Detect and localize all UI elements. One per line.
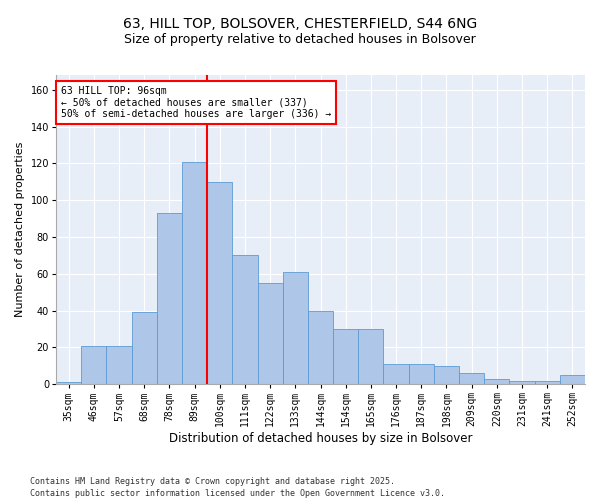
Bar [333, 329, 358, 384]
Bar [308, 310, 333, 384]
Bar [560, 375, 585, 384]
Text: 63, HILL TOP, BOLSOVER, CHESTERFIELD, S44 6NG: 63, HILL TOP, BOLSOVER, CHESTERFIELD, S4… [123, 18, 477, 32]
Bar [232, 256, 257, 384]
Bar [106, 346, 131, 385]
Bar [358, 329, 383, 384]
Bar [509, 380, 535, 384]
Bar [207, 182, 232, 384]
Bar [383, 364, 409, 384]
Bar [434, 366, 459, 384]
Y-axis label: Number of detached properties: Number of detached properties [15, 142, 25, 318]
Text: Contains HM Land Registry data © Crown copyright and database right 2025.
Contai: Contains HM Land Registry data © Crown c… [30, 476, 445, 498]
Bar [283, 272, 308, 384]
Bar [157, 213, 182, 384]
Text: 63 HILL TOP: 96sqm
← 50% of detached houses are smaller (337)
50% of semi-detach: 63 HILL TOP: 96sqm ← 50% of detached hou… [61, 86, 331, 119]
Bar [56, 382, 81, 384]
Bar [182, 162, 207, 384]
Bar [409, 364, 434, 384]
X-axis label: Distribution of detached houses by size in Bolsover: Distribution of detached houses by size … [169, 432, 472, 445]
Bar [484, 378, 509, 384]
Bar [131, 312, 157, 384]
Text: Size of property relative to detached houses in Bolsover: Size of property relative to detached ho… [124, 32, 476, 46]
Bar [81, 346, 106, 385]
Bar [535, 380, 560, 384]
Bar [459, 373, 484, 384]
Bar [257, 283, 283, 384]
